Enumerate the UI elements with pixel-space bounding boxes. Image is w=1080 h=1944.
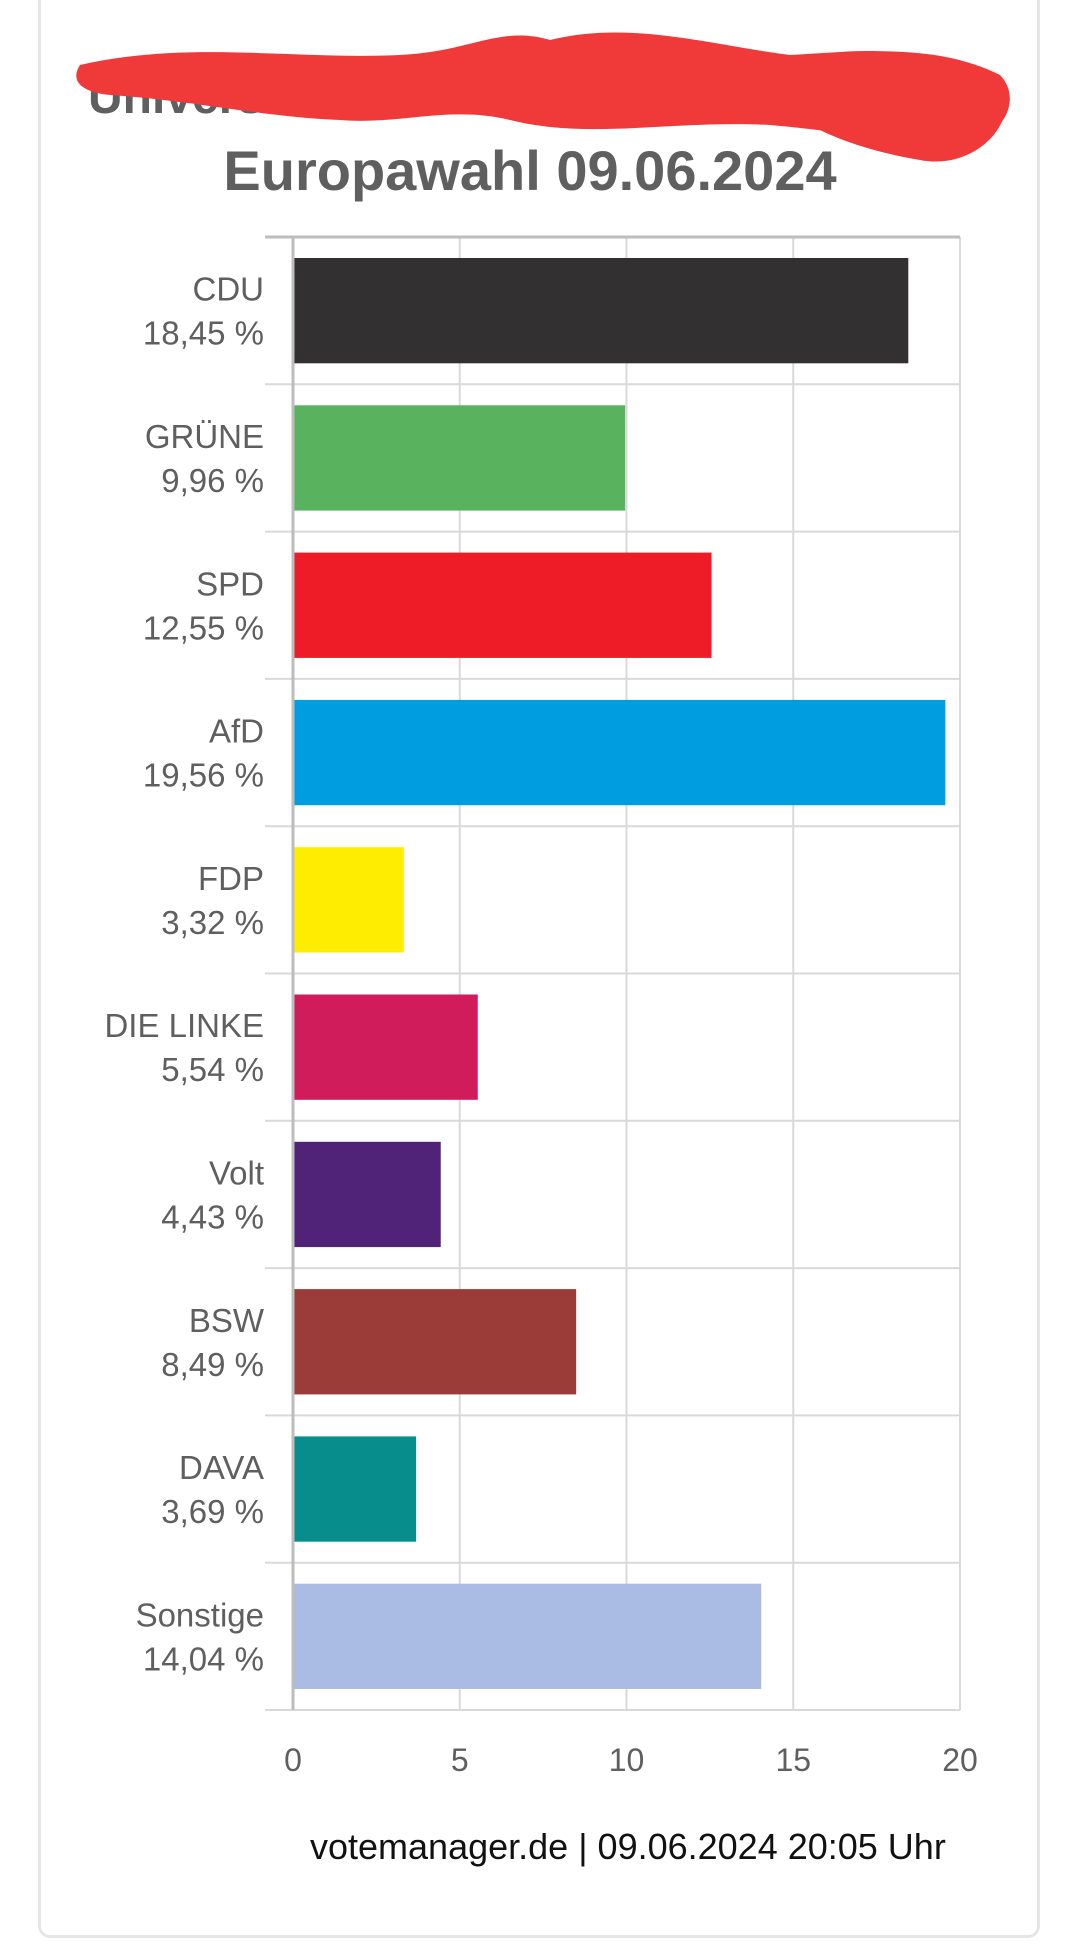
value-label: 9,96 % bbox=[161, 462, 264, 499]
value-label: 19,56 % bbox=[143, 757, 264, 794]
category-label: SPD bbox=[196, 565, 264, 602]
bar-cdu bbox=[293, 258, 909, 364]
x-tick-label: 15 bbox=[775, 1742, 811, 1778]
value-label: 14,04 % bbox=[143, 1640, 264, 1677]
bar-dava bbox=[293, 1436, 417, 1542]
bar-grüne bbox=[293, 405, 626, 511]
value-label: 8,49 % bbox=[161, 1346, 264, 1383]
category-label: GRÜNE bbox=[145, 418, 264, 455]
chart-title: Europawahl 09.06.2024 bbox=[223, 139, 837, 202]
bar-bsw bbox=[293, 1289, 577, 1395]
bar-sonstige bbox=[293, 1583, 762, 1689]
bar-volt bbox=[293, 1141, 441, 1248]
x-tick-label: 5 bbox=[451, 1742, 469, 1778]
category-label: BSW bbox=[189, 1302, 265, 1339]
category-label: DIE LINKE bbox=[104, 1007, 264, 1044]
category-label: Volt bbox=[209, 1154, 264, 1191]
value-label: 4,43 % bbox=[161, 1198, 264, 1235]
value-label: 18,45 % bbox=[143, 315, 264, 352]
category-label: Sonstige bbox=[136, 1596, 264, 1633]
category-label: DAVA bbox=[179, 1449, 264, 1486]
category-label: AfD bbox=[209, 713, 264, 750]
bar-fdp bbox=[293, 847, 404, 953]
value-label: 3,32 % bbox=[161, 904, 264, 941]
x-tick-label: 0 bbox=[284, 1742, 302, 1778]
category-label: CDU bbox=[193, 271, 265, 308]
bar-afd bbox=[293, 699, 946, 806]
value-label: 3,69 % bbox=[161, 1493, 264, 1530]
source-footer: votemanager.de | 09.06.2024 20:05 Uhr bbox=[310, 1826, 946, 1867]
value-label: 5,54 % bbox=[161, 1051, 264, 1088]
redaction-scribble bbox=[76, 32, 1010, 162]
bar-spd bbox=[293, 552, 712, 658]
bar-die-linke bbox=[293, 994, 478, 1100]
category-label: FDP bbox=[198, 860, 264, 897]
value-label: 12,55 % bbox=[143, 609, 264, 646]
x-tick-label: 20 bbox=[942, 1742, 978, 1778]
x-tick-label: 10 bbox=[609, 1742, 645, 1778]
